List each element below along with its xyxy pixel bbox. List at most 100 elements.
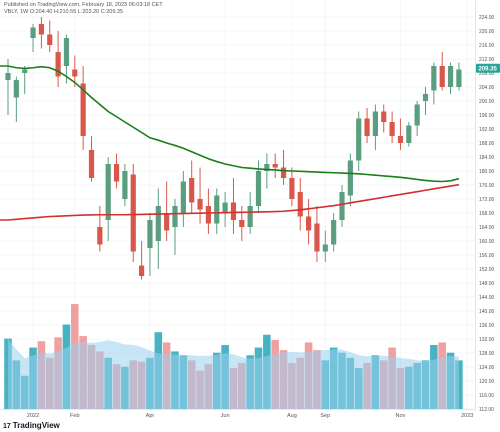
y-tick-label: 160.00	[479, 239, 495, 245]
y-tick-label: 140.00	[479, 309, 495, 315]
candle-body	[422, 94, 429, 101]
candle-body	[130, 174, 136, 252]
symbol-quote-line: VBLY, 1W O:204.40 H:210.55 L:203.20 C:20…	[4, 9, 124, 15]
y-tick-label: 116.00	[479, 393, 494, 399]
volume-ma-area	[8, 338, 459, 409]
candle-body	[255, 171, 262, 206]
candle-body	[88, 150, 95, 178]
candle-body	[189, 178, 195, 203]
candlesticks	[5, 17, 462, 280]
y-tick-label: 176.00	[479, 183, 495, 189]
candle-body	[447, 66, 454, 87]
candle-body	[30, 27, 36, 38]
x-tick-label: Apr	[146, 413, 155, 419]
candle-body	[214, 195, 220, 224]
candle-body	[280, 167, 287, 178]
last-price-badge: 209.35	[476, 63, 500, 73]
last-price-label: 209.35	[479, 66, 498, 72]
y-tick-label: 200.00	[479, 99, 495, 105]
candle-body	[372, 111, 378, 136]
candle-body	[264, 164, 270, 171]
y-tick-label: 156.00	[479, 253, 495, 259]
candle-body	[272, 164, 278, 168]
x-tick-label: Jun	[221, 413, 230, 419]
candle-body	[289, 178, 295, 199]
y-axis-ticks: 224.00 220.00 216.00 212.00 208.00 204.00 200.…	[479, 15, 495, 413]
published-caption: Published on TradingView.com, February 1…	[4, 2, 163, 8]
y-tick-label: 168.00	[479, 211, 495, 217]
candle-body	[297, 192, 303, 217]
candle-body	[364, 118, 370, 136]
candle-body	[389, 122, 395, 136]
y-tick-label: 180.00	[479, 169, 495, 175]
y-tick-label: 112.00	[479, 407, 494, 413]
candle-body	[147, 220, 153, 248]
x-tick-label: Nov	[396, 413, 406, 419]
y-tick-label: 216.00	[479, 43, 495, 49]
candle-body	[205, 206, 211, 224]
y-tick-label: 212.00	[479, 57, 495, 63]
y-tick-label: 220.00	[479, 29, 495, 35]
candle-body	[105, 164, 111, 220]
candle-body	[164, 213, 170, 231]
candle-body	[439, 66, 445, 87]
candle-body	[239, 220, 245, 227]
candle-body	[155, 206, 161, 241]
candle-body	[38, 24, 44, 35]
candle-body	[314, 223, 320, 252]
x-axis-ticks: 2022FebAprJunAugSepNov2023Feb	[27, 413, 473, 419]
moving-average-long	[0, 183, 460, 221]
y-tick-label: 172.00	[479, 197, 495, 203]
candle-body	[47, 34, 53, 45]
moving-average-short	[0, 65, 460, 183]
y-tick-label: 148.00	[479, 281, 495, 287]
candle-body	[347, 160, 353, 196]
candle-body	[247, 206, 253, 227]
y-tick-label: 136.00	[479, 323, 495, 329]
candle-body	[22, 69, 28, 73]
candle-body	[339, 192, 345, 220]
y-tick-label: 204.00	[479, 85, 495, 91]
y-tick-label: 224.00	[479, 15, 495, 21]
y-tick-label: 188.00	[479, 141, 495, 147]
candle-body	[456, 69, 462, 87]
candle-body	[356, 118, 362, 161]
candle-body	[13, 80, 19, 98]
candle-body	[322, 244, 328, 252]
y-tick-label: 208.00	[479, 71, 495, 77]
candle-body	[222, 202, 228, 213]
y-tick-label: 128.00	[479, 351, 495, 357]
candle-body	[55, 52, 61, 77]
x-tick-label: Sep	[320, 413, 330, 419]
y-tick-label: 124.00	[479, 365, 495, 371]
candle-body	[180, 181, 186, 213]
y-tick-label: 152.00	[479, 267, 495, 273]
candle-body	[122, 171, 128, 199]
candle-body	[5, 73, 11, 80]
y-tick-label: 184.00	[479, 155, 495, 161]
candle-body	[406, 125, 412, 143]
x-tick-label: 2023	[461, 413, 473, 419]
tradingview-logo-icon: 17	[3, 423, 11, 430]
candle-body	[97, 227, 103, 245]
y-tick-label: 164.00	[479, 225, 495, 231]
candle-body	[381, 111, 387, 122]
candle-body	[306, 216, 312, 231]
tradingview-logo-text: TradingView	[12, 421, 60, 430]
x-tick-label: Aug	[287, 413, 297, 419]
candle-body	[431, 66, 437, 91]
candle-body	[397, 136, 404, 143]
y-tick-label: 132.00	[479, 337, 495, 343]
candle-body	[331, 220, 337, 245]
candle-body	[139, 265, 145, 276]
candle-body	[172, 206, 178, 227]
candle-body	[63, 38, 70, 66]
y-tick-label: 196.00	[479, 113, 495, 119]
candle-body	[414, 104, 420, 126]
candle-body	[80, 83, 86, 136]
y-tick-label: 144.00	[479, 295, 495, 301]
x-tick-label: Feb	[70, 413, 79, 419]
x-tick-label: 2022	[27, 413, 39, 419]
y-tick-label: 120.00	[479, 379, 495, 385]
